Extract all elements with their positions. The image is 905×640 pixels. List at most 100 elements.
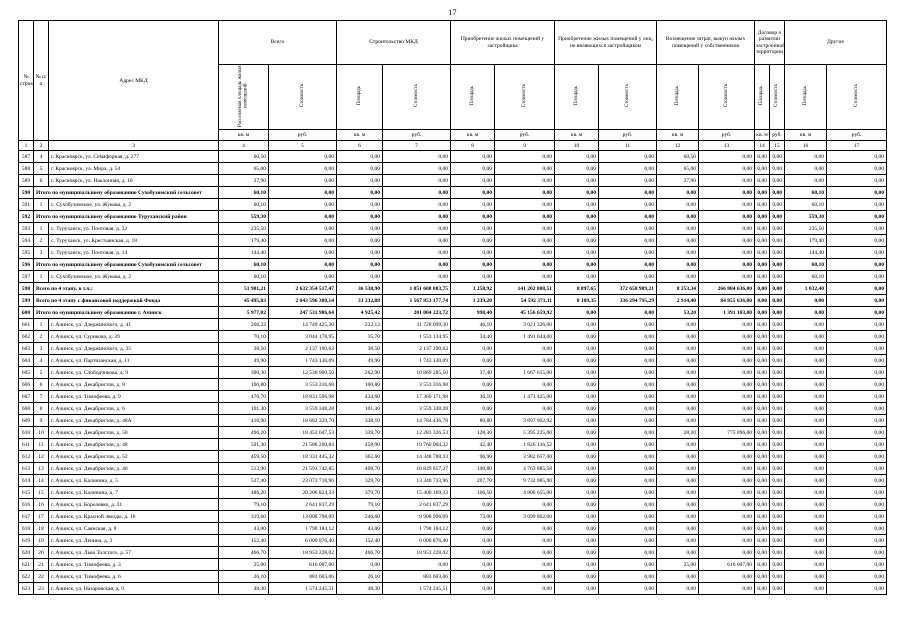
unit-cell: руб. [268,129,337,142]
value-cell: 0,00 [336,150,383,164]
row-address: г. Красноярск, ул. Мира, д. 54 [48,162,219,176]
unit-cell: руб. [598,129,658,142]
row-item-number: 1 [33,198,49,212]
value-cell: 0,00 [826,234,888,248]
value-cell: 0,00 [494,186,556,200]
row-number: 587 [18,150,34,164]
value-cell: 33 232,88 [336,294,383,308]
value-cell: 43,00 [218,522,269,536]
value-cell: 0,00 [598,462,658,476]
table-row: 590 Итого по муниципальному образованию С… [18,186,888,200]
row-summary-label: Итого по муниципальному образованию г. А… [33,306,219,320]
value-cell: 0,00 [656,366,700,380]
value-cell: 0,00 [494,546,556,560]
value-cell: 0,00 [754,486,771,500]
value-cell: 0,00 [784,546,828,560]
value-cell: 0,00 [784,174,828,188]
row-number: 600 [18,306,34,320]
value-cell: 0,00 [826,438,888,452]
value-cell: 0,00 [769,414,786,428]
table-row: 610 10 г. Ачинск, ул. Декабристов, д. 50 49… [18,426,888,440]
value-cell: 0,00 [450,534,496,548]
value-cell: 0,00 [754,438,771,452]
value-cell: 0,00 [784,330,828,344]
value-cell: 0,00 [554,510,600,524]
value-cell: 0,00 [554,582,600,596]
value-cell: 0,00 [698,570,756,584]
value-cell: 0,00 [698,462,756,476]
value-cell: 0,00 [826,186,888,200]
value-cell: 0,00 [826,510,888,524]
row-item-number: 18 [33,522,49,536]
value-cell: 0,00 [450,354,496,368]
value-cell: 3 982 657,00 [494,450,556,464]
value-cell: 0,00 [784,450,828,464]
column-number: 5 [268,140,337,152]
value-cell: 11 728 099,30 [381,318,452,332]
value-cell: 0,00 [494,402,556,416]
value-cell: 0,00 [336,222,383,236]
column-numbers-row: 1 2 3 4 5 6 7 8 9 10 11 12 13 14 15 16 1… [18,140,888,152]
value-cell: 0,00 [554,354,600,368]
row-summary-label: Всего по 4 этапу, в т.ч.: [33,282,219,296]
value-cell: 0,00 [698,330,756,344]
value-cell: 0,00 [268,222,337,236]
table-row: 620 20 г. Ачинск, ул. Льва Толстого, д. 57… [18,546,888,560]
value-cell: 0,00 [554,546,600,560]
value-cell: 0,00 [826,258,888,272]
table-row: 595 3 с. Туруханск, ул. Почтовая, д. 14 144… [18,246,888,260]
value-cell: 0,00 [826,570,888,584]
value-cell: 0,00 [381,198,452,212]
value-cell: 37,90 [656,174,700,188]
subheader-cell: Стоимость [268,63,337,131]
value-cell: 0,00 [656,390,700,404]
value-cell: 15 400 169,33 [381,486,452,500]
value-cell: 0,00 [769,402,786,416]
value-cell: 0,00 [598,486,658,500]
value-cell: 0,00 [656,474,700,488]
value-cell: 2 137 190,63 [381,342,452,356]
row-item-number: 17 [33,510,49,524]
subheader-cell: Стоимость [598,63,658,131]
value-cell: 0,00 [826,306,888,320]
value-cell: 0,00 [554,330,600,344]
row-address: г. Ачинск, ул. Калинина, д. 7 [48,486,219,500]
value-cell: 60,10 [218,198,269,212]
value-cell: 0,00 [698,258,756,272]
value-cell: 0,00 [656,462,700,476]
value-cell: 0,00 [268,186,337,200]
value-cell: 0,00 [769,426,786,440]
value-cell: 0,00 [754,402,771,416]
value-cell: 0,00 [336,186,383,200]
row-number: 589 [18,174,34,188]
value-cell: 0,00 [754,150,771,164]
value-cell: 0,00 [698,450,756,464]
value-cell: 0,00 [754,318,771,332]
value-cell: 0,00 [336,558,383,572]
value-cell: 0,00 [450,162,496,176]
value-cell: 0,00 [656,234,700,248]
table-row: 591 1 с. Сухобузимское, ул. Жукова, д. 2 60… [18,198,888,212]
value-cell: 0,00 [754,198,771,212]
value-cell: 0,00 [698,150,756,164]
value-cell: 0,00 [598,414,658,428]
row-item-number: 9 [33,414,49,428]
subheader-label: Площадь [802,86,808,106]
subheader-label: Площадь [759,86,765,106]
value-cell: 0,00 [450,174,496,188]
row-number: 621 [18,558,34,572]
row-address: г. Ачинск, ул. Саянская, д. 8 [48,522,219,536]
value-cell: 8 253,34 [656,282,700,296]
value-cell: 0,00 [784,582,828,596]
subheader-cell: Площадь [450,63,496,131]
value-cell: 0,00 [754,222,771,236]
table-row: 602 2 г. Ачинск, ул. Сурикова, д. 39 70,10 3… [18,330,888,344]
table-row: 607 7 г. Ачинск, ул. Тимофеева, д. 9 470,70… [18,390,888,404]
value-cell: 1 391 103,00 [698,306,756,320]
value-cell: 5 395 225,00 [494,426,556,440]
value-cell: 0,00 [598,150,658,164]
unit-cell: руб. [381,129,452,142]
value-cell: 108,80 [450,462,496,476]
table-row: 588 5 г. Красноярск, ул. Мира, д. 54 65,00 0… [18,162,888,176]
value-cell: 0,00 [769,378,786,392]
